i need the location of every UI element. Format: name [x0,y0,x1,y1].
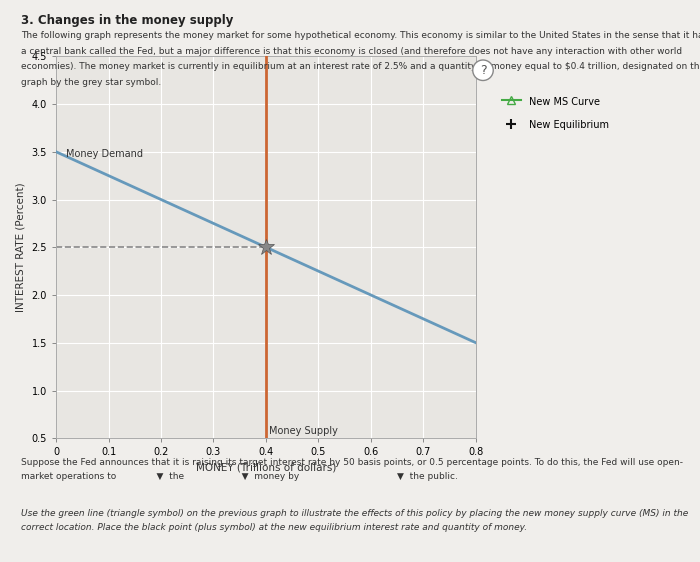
Text: 3. Changes in the money supply: 3. Changes in the money supply [21,14,233,27]
Text: Suppose the Fed announces that it is raising its target interest rate by 50 basi: Suppose the Fed announces that it is rai… [21,458,683,467]
Text: correct location. Place the black point (plus symbol) at the new equilibrium int: correct location. Place the black point … [21,523,527,532]
Text: graph by the grey star symbol.: graph by the grey star symbol. [21,78,161,87]
Text: The following graph represents the money market for some hypothetical economy. T: The following graph represents the money… [21,31,700,40]
Text: economies). The money market is currently in equilibrium at an interest rate of : economies). The money market is currentl… [21,62,700,71]
Text: a central bank called the Fed, but a major difference is that this economy is cl: a central bank called the Fed, but a maj… [21,47,682,56]
X-axis label: MONEY (Trillions of dollars): MONEY (Trillions of dollars) [196,463,336,473]
Legend: New MS Curve, New Equilibrium: New MS Curve, New Equilibrium [498,92,612,135]
Text: Use the green line (triangle symbol) on the previous graph to illustrate the eff: Use the green line (triangle symbol) on … [21,509,688,518]
Text: market operations to              ▼  the                    ▼  money by         : market operations to ▼ the ▼ money by [21,472,458,481]
Y-axis label: INTEREST RATE (Percent): INTEREST RATE (Percent) [16,183,26,312]
Text: ?: ? [480,64,486,77]
Text: Money Supply: Money Supply [269,425,337,436]
Text: Money Demand: Money Demand [66,148,144,158]
